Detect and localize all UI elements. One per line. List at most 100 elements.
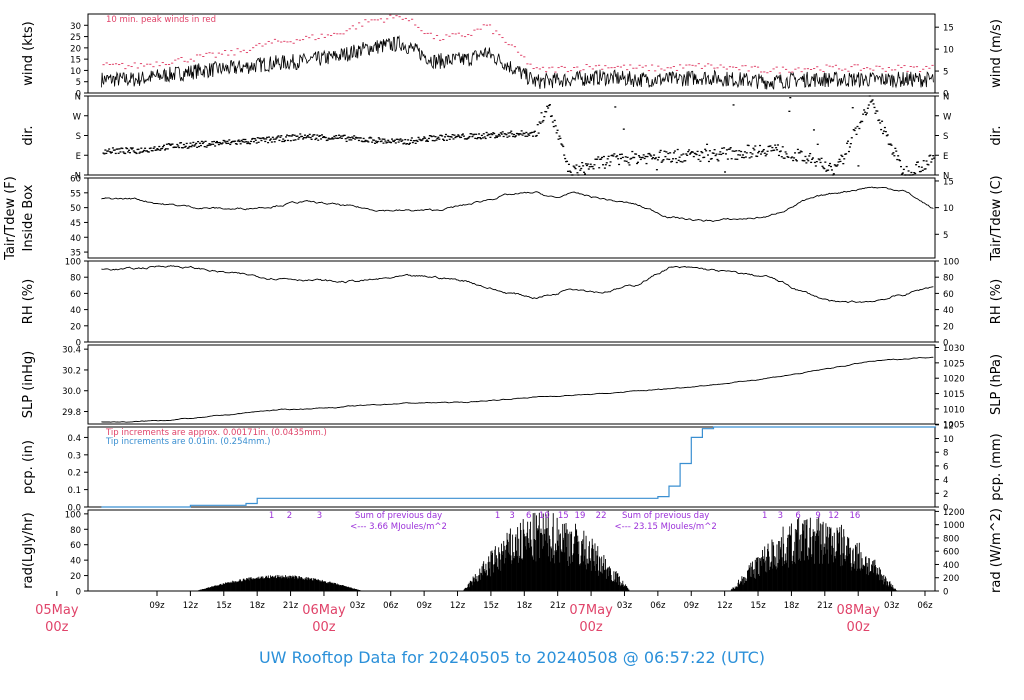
x-day-label: 07May: [569, 603, 613, 618]
x-tick-label: 09z: [684, 601, 700, 611]
wind-ms-label: 0: [943, 90, 948, 100]
x-tick-label: 21z: [550, 601, 566, 611]
x-day-hour-label: 00z: [45, 620, 69, 635]
pcp-in-label: 0.4: [67, 434, 81, 444]
x-tick-label: 21z: [817, 601, 833, 611]
rad-hour-label: 10: [539, 511, 550, 521]
tair-panel-frame: [87, 177, 936, 259]
rh-ylabel-right: RH (%): [989, 279, 1004, 324]
pcp-annotation-blue: Tip increments are 0.01in. (0.254mm.): [105, 437, 270, 447]
x-day-hour-label: 00z: [847, 620, 871, 635]
tair-ylabel-left-2: Inside Box: [21, 184, 36, 251]
rad-hour-label: 12: [828, 511, 839, 521]
rad-lgly-label: 80: [70, 526, 81, 536]
tair-f-label: 50: [70, 204, 81, 214]
rh-right-label: 80: [943, 274, 954, 284]
slp-panel-frame: [87, 344, 936, 425]
x-tick-label: 15z: [216, 601, 232, 611]
slp-hpa-label: 1025: [943, 359, 965, 369]
x-tick-label: 18z: [784, 601, 800, 611]
pcp-mm-label: 4: [943, 476, 948, 486]
rad-ylabel-left: rad(Lgly/hr): [21, 512, 36, 588]
x-tick-label: 09z: [416, 601, 432, 611]
x-tick-label: 06z: [650, 601, 666, 611]
rad-hour-label: 15: [558, 511, 569, 521]
rad-wm2-label: 800: [943, 534, 959, 544]
wind-ylabel-right: wind (m/s): [989, 19, 1004, 88]
rad-sum-label: Sum of previous day: [355, 511, 442, 521]
tair-c-label: 10: [943, 204, 954, 214]
pcp-in-label: 0.0: [67, 504, 81, 514]
rh-left-label: 60: [70, 290, 81, 300]
rh-left-label: 100: [65, 258, 81, 268]
rad-hour-label: 16: [849, 511, 860, 521]
rh-line: [101, 265, 934, 304]
rad-ylabel-right: rad (W/m^2): [989, 508, 1004, 593]
x-tick-label: 18z: [517, 601, 533, 611]
wind-speed-line: [101, 35, 934, 91]
x-tick-label: 15z: [750, 601, 766, 611]
wind-ylabel-left: wind (kts): [21, 21, 36, 85]
rad-wm2-label: 0: [943, 588, 948, 598]
pcp-mm-label: 8: [943, 449, 948, 459]
wind-peak-annotation: 10 min. peak winds in red: [106, 15, 216, 25]
wind-kts-label: 15: [70, 56, 81, 66]
rad-hour-label: 9: [815, 511, 820, 521]
rad-wm2-label: 400: [943, 561, 959, 571]
rh-ylabel-left: RH (%): [21, 279, 36, 324]
pcp-panel-frame: [87, 426, 936, 508]
slp-hpa-label: 1015: [943, 390, 965, 400]
x-tick-label: 03z: [350, 601, 366, 611]
dir-left-label: N: [75, 93, 81, 103]
slp-inhg-label: 30.2: [62, 366, 81, 376]
x-tick-label: 03z: [884, 601, 900, 611]
tair-ylabel-right: Tair/Tdew (C): [989, 175, 1004, 261]
x-tick-label: 12z: [450, 601, 466, 611]
slp-ylabel-right: SLP (hPa): [989, 354, 1004, 415]
slp-hpa-label: 1010: [943, 405, 965, 415]
x-tick-label: 12z: [183, 601, 199, 611]
x-day-label: 06May: [302, 603, 346, 618]
rad-lgly-label: 100: [65, 510, 81, 520]
dir-left-label: N: [75, 172, 81, 182]
rh-left-label: 0: [76, 339, 81, 349]
dir-right-label: N: [943, 172, 949, 182]
wind-kts-label: 10: [70, 67, 81, 77]
x-day-hour-label: 00z: [312, 620, 336, 635]
pcp-annotation-red: Tip increments are approx. 0.00171in. (0…: [105, 428, 327, 438]
rad-hour-label: 22: [596, 511, 607, 521]
rad-hour-label: 2: [287, 511, 292, 521]
rad-lgly-label: 0: [76, 588, 81, 598]
pcp-in-label: 0.1: [67, 486, 81, 496]
rh-right-label: 60: [943, 290, 954, 300]
dir-left-label: W: [73, 112, 82, 122]
rad-hour-label: 3: [317, 511, 322, 521]
dir-right-label: N: [943, 93, 949, 103]
rh-right-label: 100: [943, 258, 959, 268]
rad-lgly-label: 20: [70, 572, 81, 582]
slp-inhg-label: 30.4: [62, 346, 81, 356]
rad-wm2-label: 1200: [943, 508, 965, 518]
slp-line: [101, 356, 934, 423]
pcp-in-label: 0.2: [67, 469, 81, 479]
pcp-line: [101, 426, 937, 508]
slp-inhg-label: 30.0: [62, 387, 81, 397]
tair-line: [101, 186, 934, 222]
pcp-in-label: 0.3: [67, 451, 81, 461]
wind-ms-label: 15: [943, 24, 954, 34]
x-day-label: 08May: [836, 603, 880, 618]
x-tick-label: 06z: [383, 601, 399, 611]
pcp-mm-label: 2: [943, 490, 948, 500]
tair-f-label: 40: [70, 234, 81, 244]
tair-ylabel-left: Tair/Tdew (F): [3, 176, 18, 261]
wind-kts-label: 5: [76, 78, 81, 88]
x-tick-label: 21z: [283, 601, 299, 611]
x-tick-label: 18z: [250, 601, 266, 611]
pcp-ylabel-left: pcp. (in): [21, 440, 36, 494]
slp-hpa-label: 1005: [943, 421, 965, 431]
tair-f-label: 45: [70, 219, 81, 229]
dir-ylabel-right: dir.: [989, 125, 1004, 145]
tair-f-label: 35: [70, 249, 81, 259]
rh-left-label: 80: [70, 274, 81, 284]
